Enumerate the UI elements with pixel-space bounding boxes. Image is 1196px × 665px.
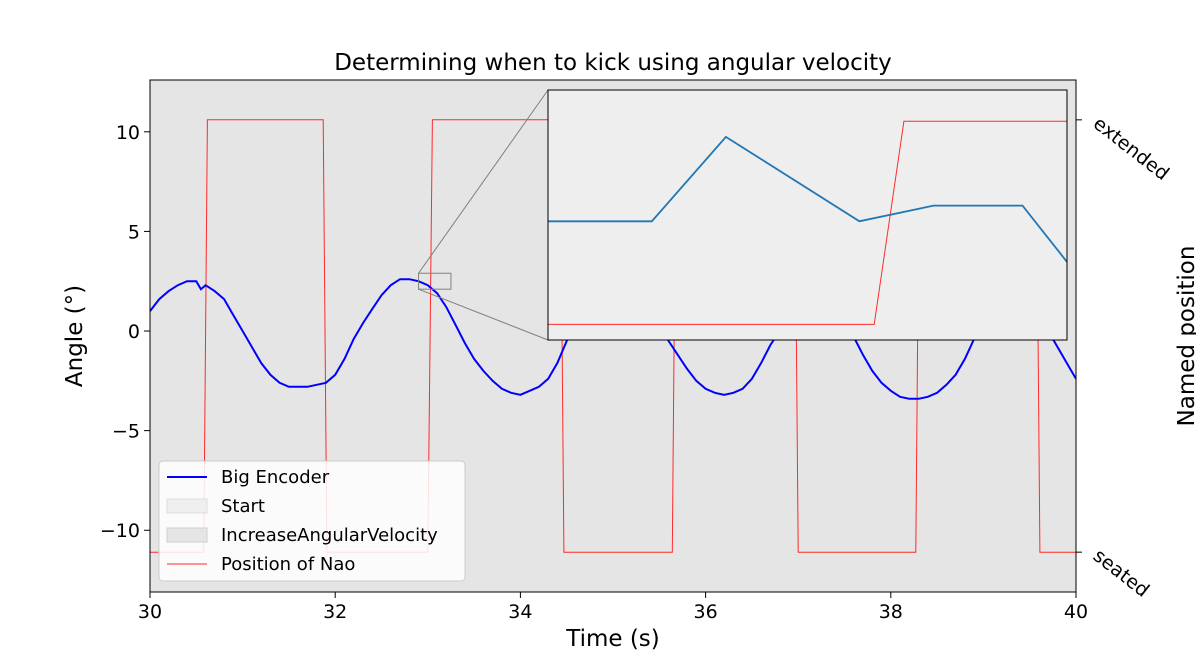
inset-position-of-nao-line: [548, 120, 1067, 325]
x-axis-label: Time (s): [565, 626, 660, 652]
legend-entry: Position of Nao: [167, 554, 355, 575]
chart-title: Determining when to kick using angular v…: [334, 50, 892, 76]
legend-label: Big Encoder: [221, 467, 330, 488]
y2-axis-label: Named position: [1174, 246, 1196, 427]
legend-label: Start: [221, 496, 265, 517]
legend-label: Position of Nao: [221, 554, 355, 575]
y2-tick-label: extended: [1089, 112, 1173, 184]
zoom-indicator: [418, 89, 549, 341]
y-tick-label: 10: [116, 122, 140, 144]
y-axis: 10 5 0 −5 −10: [100, 122, 150, 542]
y2-tick-label: seated: [1089, 545, 1153, 602]
legend-label: IncreaseAngularVelocity: [221, 525, 438, 546]
legend: Big Encoder Start IncreaseAngularVelocit…: [158, 460, 466, 582]
legend-entry: Start: [166, 496, 265, 517]
x-tick-label: 32: [323, 601, 347, 623]
x-tick-label: 38: [879, 601, 903, 623]
legend-entry: IncreaseAngularVelocity: [166, 525, 438, 546]
inset-frame: [547, 89, 1068, 341]
x-tick-label: 40: [1064, 601, 1088, 623]
legend-swatch-increase-angular-velocity: [166, 527, 208, 543]
zoom-connector: [418, 89, 549, 274]
zoom-connector: [418, 288, 549, 341]
x-tick-label: 36: [694, 601, 718, 623]
inset-background: [548, 90, 1067, 340]
plot-frame: [149, 79, 1077, 593]
y-tick-label: 0: [128, 321, 140, 343]
inset-big-encoder-line: [548, 135, 1067, 263]
x-axis: 30 32 34 36 38 40: [138, 592, 1088, 623]
x-tick-label: 30: [138, 601, 162, 623]
y2-axis: extended seated: [1076, 112, 1173, 602]
y-tick-label: −5: [112, 421, 140, 443]
legend-box: [158, 460, 466, 582]
x-tick-label: 34: [508, 601, 532, 623]
y-axis-label: Angle (°): [62, 285, 88, 387]
zoom-box: [418, 272, 452, 290]
legend-swatch-start: [166, 498, 208, 514]
y-tick-label: 5: [128, 221, 140, 243]
legend-entry: Big Encoder: [167, 467, 330, 488]
inset-axes: [547, 89, 1068, 341]
y-tick-label: −10: [100, 520, 140, 542]
